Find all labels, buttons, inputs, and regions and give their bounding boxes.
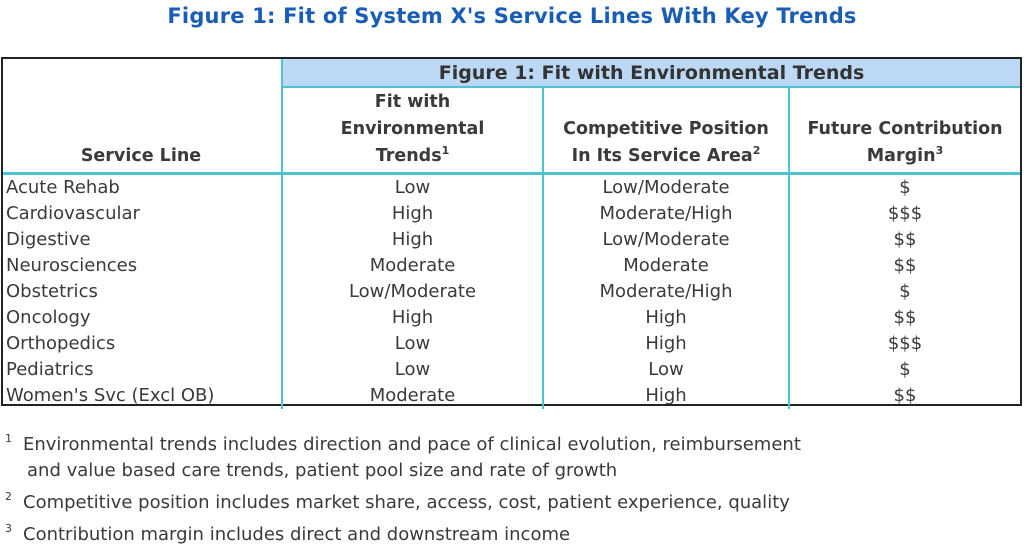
fit-cell: High [281, 227, 543, 253]
margin-cell: $ [788, 279, 1020, 305]
position-cell: Moderate/High [542, 279, 789, 305]
fit-cell: Low [281, 173, 543, 201]
table-row: Neurosciences Moderate Moderate $$ [3, 253, 1020, 279]
service-line-cell: Women's Svc (Excl OB) [6, 385, 215, 406]
column-header-row: Service Line Fit with Environmental Tren… [3, 87, 1020, 175]
group-header-spacer [3, 59, 282, 87]
position-cell: Moderate/High [542, 201, 789, 227]
footnotes: 1 Environmental trends includes directio… [5, 432, 1015, 548]
table-row: Orthopedics Low High $$$ [3, 331, 1020, 357]
position-cell: High [542, 305, 789, 331]
position-cell: High [542, 331, 789, 357]
fit-cell: Low [281, 331, 543, 357]
fit-cell: Low [281, 357, 543, 383]
figure-title: Figure 1: Fit of System X's Service Line… [167, 4, 857, 28]
margin-cell: $$$ [788, 331, 1020, 357]
footnote-text: Competitive position includes market sha… [23, 492, 790, 513]
table-row: Cardiovascular High Moderate/High $$$ [3, 201, 1020, 227]
footnote-ref-3: 3 [935, 144, 944, 158]
footnote-ref-1: 1 [441, 144, 450, 158]
service-line-cell: Cardiovascular [6, 203, 140, 224]
footnote-number: 1 [5, 432, 12, 445]
service-line-cell: Orthopedics [6, 333, 116, 354]
table-row: Pediatrics Low Low $ [3, 357, 1020, 383]
group-header-row: Figure 1: Fit with Environmental Trends [3, 59, 1020, 88]
fit-cell: High [281, 305, 543, 331]
header-future-contribution-margin: Future Contribution Margin3 [788, 87, 1020, 175]
service-line-cell: Digestive [6, 229, 91, 250]
table-row: Obstetrics Low/Moderate Moderate/High $ [3, 279, 1020, 305]
margin-cell: $$ [788, 305, 1020, 331]
position-cell: Low/Moderate [542, 173, 789, 201]
table-row: Women's Svc (Excl OB) Moderate High $$ [3, 383, 1020, 409]
margin-cell: $$ [788, 253, 1020, 279]
service-line-cell: Neurosciences [6, 255, 138, 276]
service-line-cell: Oncology [6, 307, 91, 328]
footnote-3: 3 Contribution margin includes direct an… [5, 522, 1015, 548]
header-fit-with-trends: Fit with Environmental Trends1 [281, 87, 543, 175]
header-competitive-position: Competitive Position In Its Service Area… [542, 87, 789, 175]
footnote-ref-2: 2 [752, 144, 761, 158]
fit-cell: High [281, 201, 543, 227]
margin-cell: $$ [788, 383, 1020, 409]
footnote-text-continued: and value based care trends, patient poo… [27, 460, 618, 481]
margin-cell: $$ [788, 227, 1020, 253]
footnote-text: Contribution margin includes direct and … [23, 524, 571, 545]
service-line-cell: Obstetrics [6, 281, 98, 302]
group-header: Figure 1: Fit with Environmental Trends [281, 59, 1020, 88]
header-service-line: Service Line [3, 87, 282, 175]
position-cell: Low/Moderate [542, 227, 789, 253]
position-cell: Low [542, 357, 789, 383]
fit-cell: Low/Moderate [281, 279, 543, 305]
service-line-cell: Acute Rehab [6, 177, 120, 198]
footnote-number: 3 [5, 522, 12, 535]
table-row: Oncology High High $$ [3, 305, 1020, 331]
table-row: Digestive High Low/Moderate $$ [3, 227, 1020, 253]
margin-cell: $ [788, 173, 1020, 201]
footnote-text: Environmental trends includes direction … [23, 434, 801, 455]
position-cell: Moderate [542, 253, 789, 279]
margin-cell: $ [788, 357, 1020, 383]
position-cell: High [542, 383, 789, 409]
footnote-1: 1 Environmental trends includes directio… [5, 432, 1015, 484]
table-row: Acute Rehab Low Low/Moderate $ [3, 173, 1020, 201]
footnote-number: 2 [5, 490, 12, 503]
footnote-2: 2 Competitive position includes market s… [5, 490, 1015, 516]
service-line-table: Figure 1: Fit with Environmental Trends … [1, 57, 1022, 409]
service-line-cell: Pediatrics [6, 359, 94, 380]
fit-cell: Moderate [281, 253, 543, 279]
fit-cell: Moderate [281, 383, 543, 409]
margin-cell: $$$ [788, 201, 1020, 227]
